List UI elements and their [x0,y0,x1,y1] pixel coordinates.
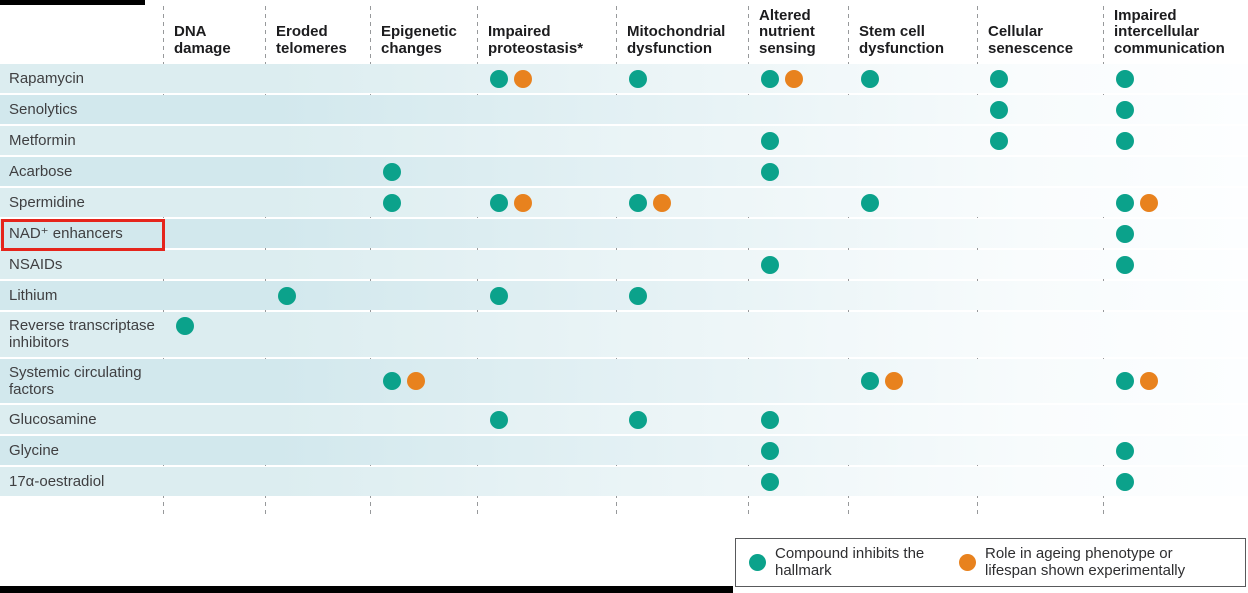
dot-inhibits-icon [761,472,779,491]
dot-inhibits-icon [990,100,1008,119]
dot-inhibits-icon [278,286,296,305]
figure-crop-bar-bottom [0,586,733,593]
dot-inhibits-icon [861,371,879,390]
dot-inhibits-icon [1116,69,1134,88]
legend-inhibits-label: Compound inhibits the hallmark [775,544,925,579]
dot-inhibits-icon [990,69,1008,88]
row-label: 17α-oestradiol [9,472,105,490]
compound-row: Glycine [0,436,1248,465]
dot-inhibits-icon [761,255,779,274]
row-label: Glucosamine [9,410,97,428]
compound-row: Lithium [0,281,1248,310]
dot-inhibits-icon [1116,441,1134,460]
row-label: Senolytics [9,100,78,118]
compound-row: Rapamycin [0,64,1248,93]
row-label: Spermidine [9,193,85,211]
highlight-box [1,219,165,251]
dot-inhibits-icon [490,69,508,88]
dot-inhibits-icon [761,162,779,181]
compound-rows: Rapamycin Senolytics Metformin Acarbose Sper… [0,64,1248,498]
column-header: Cellular senescence [988,23,1074,58]
dot-inhibits-icon [490,193,508,212]
dot-inhibits-icon [990,131,1008,150]
dot-inhibits-icon [1116,131,1134,150]
row-label: NSAIDs [9,255,63,273]
dot-experimental-icon [785,69,803,88]
dot-inhibits-icon [383,371,401,390]
column-header: Impaired proteostasis* [488,23,584,58]
compound-row: Acarbose [0,157,1248,186]
compound-row: Reverse transcriptase inhibitors [0,312,1248,357]
dot-inhibits-icon [1116,100,1134,119]
row-label: Reverse transcriptase inhibitors [9,317,155,352]
compound-row: Metformin [0,126,1248,155]
legend-item-inhibits: Compound inhibits the hallmark [749,544,945,580]
dot-inhibits-icon [629,69,647,88]
dot-inhibits-icon [761,131,779,150]
dot-inhibits-icon [761,410,779,429]
row-label: NAD⁺ enhancers [9,224,123,242]
legend: Compound inhibits the hallmark Role in a… [735,538,1246,587]
dot-inhibits-icon [1116,371,1134,390]
dot-inhibits-icon [1116,193,1134,212]
dot-inhibits-icon [761,441,779,460]
row-label: Lithium [9,286,58,304]
dot-experimental-icon [653,193,671,212]
dot-inhibits-icon [861,69,879,88]
column-header: Impaired intercellular communication [1114,6,1225,58]
dot-inhibits-icon [383,162,401,181]
dot-inhibits-icon [383,193,401,212]
row-label: Glycine [9,441,60,459]
column-header: Mitochondrial dysfunction [627,23,726,58]
column-header: Epigenetic changes [381,23,457,58]
dot-inhibits-icon [176,317,194,335]
row-label: Metformin [9,131,76,149]
dot-inhibits-icon [629,286,647,305]
dot-inhibits-icon [761,69,779,88]
compound-row: Spermidine [0,188,1248,217]
dot-experimental-icon [885,371,903,390]
dot-inhibits-icon [490,286,508,305]
legend-experimental-dot-icon [959,554,976,571]
dot-inhibits-icon [629,410,647,429]
row-label: Rapamycin [9,69,85,87]
dot-inhibits-icon [1116,224,1134,243]
column-header-row: DNA damage Eroded telomeres Epigenetic cha… [0,0,1248,62]
dot-experimental-icon [1140,371,1158,390]
dot-experimental-icon [514,193,532,212]
dot-inhibits-icon [629,193,647,212]
legend-inhibits-dot-icon [749,554,766,571]
dot-experimental-icon [407,371,425,390]
dot-experimental-icon [514,69,532,88]
legend-experimental-label: Role in ageing phenotype or lifespan sho… [985,544,1186,579]
compound-row: NSAIDs [0,250,1248,279]
dot-inhibits-icon [1116,472,1134,491]
dot-inhibits-icon [1116,255,1134,274]
row-label: Acarbose [9,162,73,180]
dot-experimental-icon [1140,193,1158,212]
row-label: Systemic circulating factors [9,363,142,398]
dot-inhibits-icon [490,410,508,429]
column-header: DNA damage [174,23,231,58]
column-header: Altered nutrient sensing [759,6,816,58]
column-header: Stem cell dysfunction [859,23,944,58]
compound-row: Glucosamine [0,405,1248,434]
compound-row: 17α-oestradiol [0,467,1248,496]
dot-inhibits-icon [861,193,879,212]
compound-row: Systemic circulating factors [0,358,1248,403]
compound-row: Senolytics [0,95,1248,124]
figure-crop-bar-top [0,0,145,5]
column-header: Eroded telomeres [276,23,347,58]
legend-item-experimental: Role in ageing phenotype or lifespan sho… [959,544,1221,580]
compound-row: NAD⁺ enhancers [0,219,1248,251]
